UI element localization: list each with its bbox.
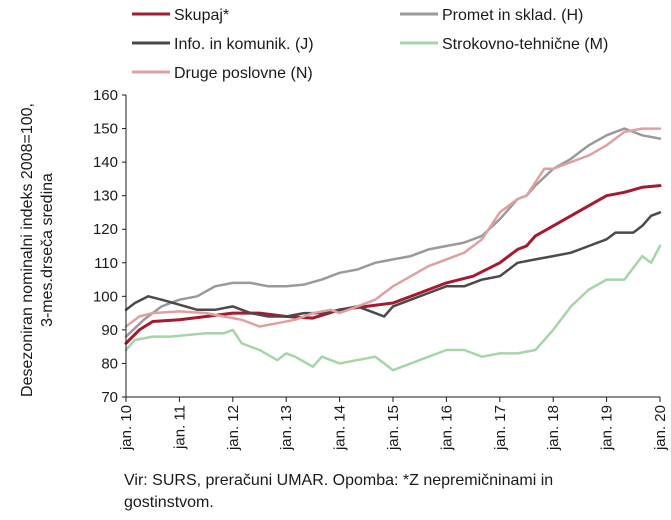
- legend-label-4: Strokovno-tehnične (M): [442, 36, 608, 53]
- x-tick-label: jan. 10: [118, 405, 135, 451]
- legend-label-5: Druge poslovne (N): [174, 65, 313, 82]
- y-tick-label: 150: [93, 121, 118, 138]
- x-tick-label: jan. 20: [652, 405, 669, 451]
- series-line-4: [124, 244, 662, 372]
- y-tick-label: 160: [93, 87, 118, 104]
- x-tick-label: jan. 12: [225, 405, 242, 451]
- x-tick-label: jan. 17: [492, 405, 509, 451]
- y-tick-label: 110: [94, 255, 118, 272]
- legend: Skupaj* Promet in sklad. (H) Info. in komu…: [132, 7, 608, 82]
- series-line-2: [124, 127, 662, 338]
- y-tick-label: 120: [93, 221, 118, 238]
- y-axis-label-line1: Desezoniran nominalni indeks 2008=100,: [19, 103, 36, 397]
- y-tick-label: 130: [93, 188, 118, 205]
- source-note: Vir: SURS, preračuni UMAR. Opomba: *Z ne…: [124, 472, 554, 511]
- x-tick-label: jan. 15: [385, 405, 402, 451]
- x-tick-label: jan. 14: [332, 405, 349, 451]
- x-tick-label: jan. 11: [171, 405, 188, 450]
- y-tick-label: 70: [101, 389, 118, 406]
- series-line-1: [124, 184, 662, 345]
- series-line-3: [124, 211, 662, 318]
- x-tick-label: jan. 18: [545, 405, 562, 451]
- x-tick-label: jan. 13: [278, 405, 295, 451]
- x-tick-label: jan. 16: [438, 405, 455, 451]
- series-line-5: [124, 127, 662, 328]
- x-tick-label: jan. 19: [599, 405, 616, 451]
- y-tick-label: 90: [101, 322, 118, 339]
- y-axis-label-line2: 3-mes.drseča sredina: [39, 173, 56, 327]
- axes-layer: 70 80 90 100 110 120 130 140 150 160 jan. 10 jan. 1…: [93, 87, 669, 451]
- legend-label-1: Skupaj*: [174, 7, 229, 24]
- legend-label-2: Promet in sklad. (H): [442, 7, 583, 24]
- legend-label-3: Info. in komunik. (J): [174, 36, 314, 53]
- series-layer: [124, 127, 662, 372]
- y-tick-label: 100: [93, 288, 118, 305]
- line-chart: Skupaj* Promet in sklad. (H) Info. in komu…: [19, 7, 669, 451]
- y-tick-label: 140: [93, 154, 118, 171]
- y-tick-label: 80: [101, 355, 118, 372]
